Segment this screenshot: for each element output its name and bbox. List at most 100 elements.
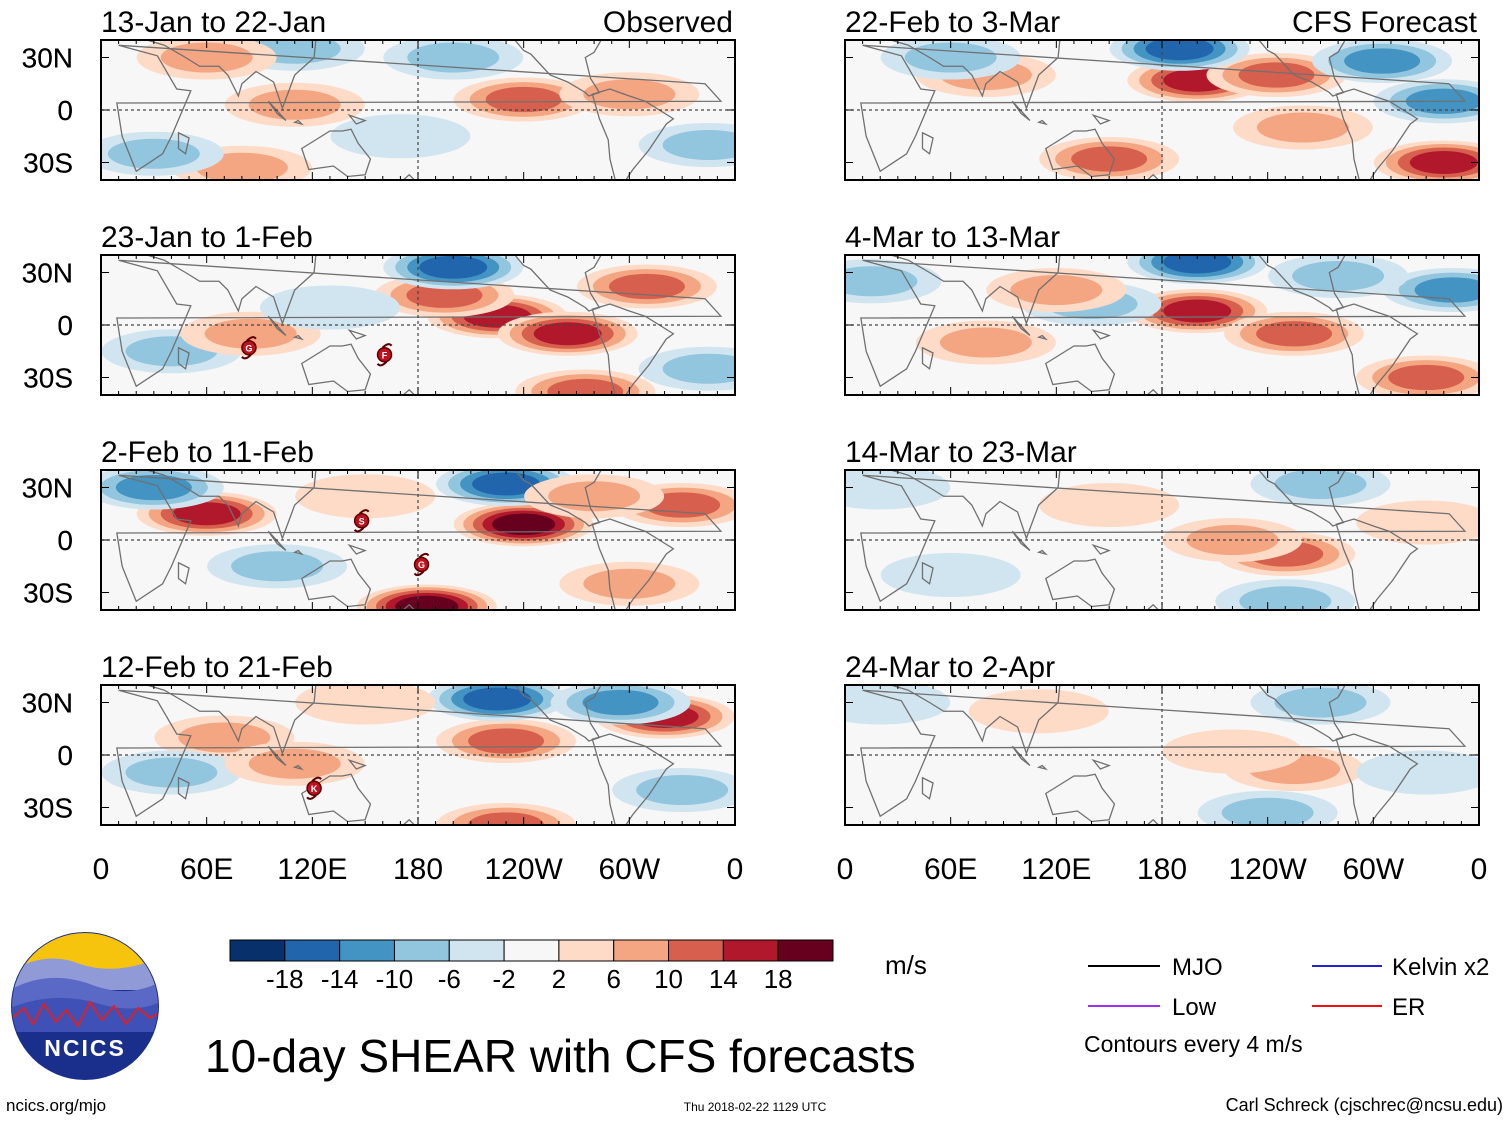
anomaly-blob <box>939 327 1032 358</box>
x-tick-label: 120E <box>1021 853 1091 886</box>
anomaly-blob <box>419 255 488 279</box>
anomaly-blob <box>880 553 1021 597</box>
y-tick-label: 30N <box>22 473 73 504</box>
x-tick-label: 60W <box>598 853 660 886</box>
anomaly-blob <box>548 481 641 512</box>
storm-label: G <box>418 560 425 570</box>
coastline <box>177 561 190 585</box>
storm-label: G <box>245 343 252 353</box>
anomaly-blob <box>1163 299 1232 323</box>
coastline <box>890 685 1061 756</box>
coastline <box>860 259 1467 388</box>
coastline <box>1258 40 1346 97</box>
x-tick-label: 120E <box>277 853 347 886</box>
coastline <box>1044 343 1116 393</box>
legend-label-low: Low <box>1172 994 1217 1021</box>
anomaly-blob <box>845 266 918 297</box>
coastline <box>116 689 723 818</box>
ncics-logo: NCICS <box>11 932 159 1080</box>
coastline <box>1335 303 1419 395</box>
anomaly-blob <box>1238 62 1315 88</box>
anomaly-field <box>101 685 735 825</box>
anomaly-blob <box>1274 470 1367 499</box>
panel-6: 30N 0 30S 4-Mar to 13-Mar <box>22 221 1480 396</box>
coastline <box>1258 685 1346 742</box>
y-tick-label: 30N <box>22 258 73 289</box>
panel-title: 22-Feb to 3-Mar <box>845 6 1060 39</box>
coastline <box>177 131 190 155</box>
colorbar: -18 -14 -10 -6 -2 2 6 10 14 18 <box>229 939 834 994</box>
colorbar-tick-label: 14 <box>709 964 738 994</box>
panel-title: 2-Feb to 11-Feb <box>101 436 314 469</box>
coastline <box>116 259 723 388</box>
coastline <box>177 346 190 370</box>
coastline <box>1258 470 1346 527</box>
coastline <box>1011 530 1031 552</box>
coastline <box>146 255 317 326</box>
anomaly-blob <box>1145 40 1214 61</box>
y-tick-label: 0 <box>57 310 73 341</box>
colorbar-units: m/s <box>885 950 927 980</box>
coastline <box>860 689 1467 818</box>
coastline <box>1335 518 1419 610</box>
coastline <box>890 40 1061 111</box>
coastline <box>300 343 372 393</box>
panel-source-tag: CFS Forecast <box>1292 6 1478 39</box>
anomaly-blob <box>1163 255 1232 274</box>
y-tick-label: 30S <box>23 578 73 609</box>
anomaly-field <box>101 470 735 610</box>
coastline <box>146 40 317 111</box>
coastline <box>267 530 287 552</box>
panel-title: 23-Jan to 1-Feb <box>101 221 313 254</box>
y-tick-label: 30N <box>22 688 73 719</box>
storm-label: F <box>382 350 388 360</box>
y-tick-label: 30S <box>23 363 73 394</box>
anomaly-blob <box>1239 586 1332 610</box>
coastline <box>1091 543 1112 555</box>
anomaly-blob <box>248 89 341 120</box>
colorbar-tick-label: -18 <box>266 964 304 994</box>
y-tick-label: 30S <box>23 793 73 824</box>
panel-title: 14-Mar to 23-Mar <box>845 436 1077 469</box>
colorbar-swatch <box>339 939 395 962</box>
anomaly-blob <box>547 378 624 395</box>
coastline <box>1044 558 1116 608</box>
colorbar-swatch <box>284 939 341 962</box>
y-tick-label: 30N <box>22 688 73 719</box>
panel-2: 30N 0 30S 23-Jan to 1-Feb G F <box>22 221 736 396</box>
coastline <box>1044 128 1116 178</box>
anomaly-blob <box>468 812 545 825</box>
anomaly-blob <box>583 79 676 110</box>
anomaly-blob <box>662 130 735 160</box>
coastline <box>1335 88 1419 180</box>
colorbar-tick-label: -14 <box>321 964 359 994</box>
x-tick-label: 0 <box>727 853 744 886</box>
coastline <box>1335 733 1419 825</box>
coastline <box>860 44 1467 173</box>
y-tick-label: 30S <box>23 578 73 609</box>
colorbar-swatch <box>722 939 779 962</box>
coastline <box>1044 773 1116 823</box>
y-tick-label: 30S <box>23 363 73 394</box>
anomaly-blob <box>125 757 218 788</box>
coastline <box>292 764 304 771</box>
y-tick-label: 30S <box>23 793 73 824</box>
coastline <box>177 776 190 800</box>
storm-marker: G <box>241 336 257 360</box>
y-tick-label: 0 <box>57 525 73 556</box>
panel-5: 30N 0 30S 22-Feb to 3-Mar CFS Forecast <box>22 6 1480 181</box>
x-tick-label: 60E <box>180 853 233 886</box>
coastline <box>514 470 602 527</box>
anomaly-blob <box>1039 483 1180 527</box>
anomaly-blob <box>463 687 532 711</box>
anomaly-blob <box>533 322 602 346</box>
anomaly-field <box>860 40 1479 180</box>
colorbar-tick-label: 18 <box>764 964 793 994</box>
coastline <box>347 113 368 125</box>
anomaly-blob <box>1256 112 1349 143</box>
footer-author: Carl Schreck (cjschrec@ncsu.edu) <box>1226 1095 1503 1115</box>
coastline <box>292 334 304 341</box>
coastline <box>591 303 675 395</box>
y-tick-label: 30N <box>22 258 73 289</box>
